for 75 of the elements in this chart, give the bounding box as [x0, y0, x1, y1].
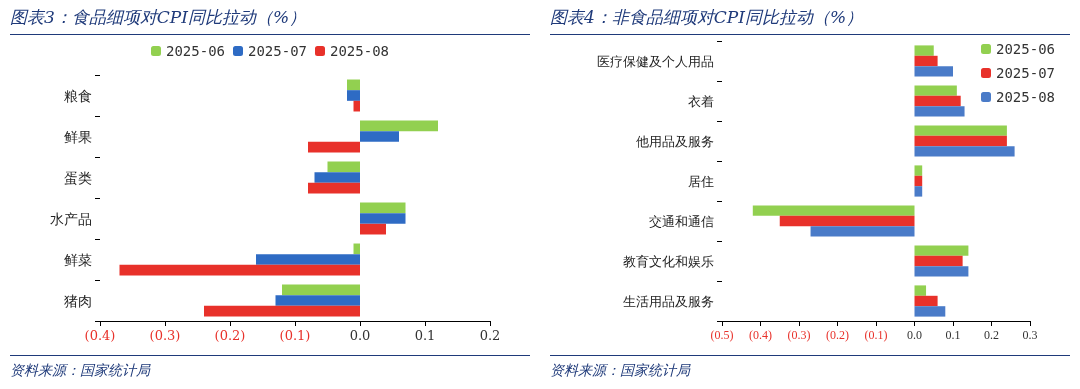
y-tick-label: 猪肉 [64, 292, 92, 309]
bar [914, 165, 923, 176]
bar [327, 161, 360, 173]
chart-title: 图表3：食品细项对CPI同比拉动（%） [10, 0, 530, 35]
x-tick-label: 0.0 [907, 328, 922, 342]
bar [914, 266, 969, 277]
x-tick-label: (0.5) [710, 328, 734, 342]
legend-label: 2025-07 [248, 43, 308, 59]
x-tick-label: 0.1 [414, 328, 436, 343]
y-tick-label: 他用品及服务 [636, 133, 714, 149]
legend-label: 2025-06 [996, 41, 1056, 57]
bar [914, 95, 961, 107]
y-tick-label: 蛋类 [64, 169, 92, 186]
bar [779, 215, 915, 227]
bar [308, 182, 360, 194]
y-tick-label: 鲜果 [64, 128, 92, 145]
bar [360, 223, 386, 235]
bar [914, 45, 934, 56]
x-tick-label: 0.2 [479, 328, 501, 343]
x-tick-label: (0.1) [279, 328, 311, 343]
bar [119, 264, 360, 276]
bar [360, 120, 438, 132]
text: 资料来源：国家统计局 [550, 355, 1070, 384]
x-tick-label: (0.3) [787, 328, 811, 342]
bar [914, 245, 969, 256]
y-tick-label: 衣着 [688, 93, 714, 109]
x-tick-label: 0.1 [945, 328, 961, 342]
bar [256, 254, 360, 265]
bar [308, 141, 360, 153]
x-tick-label: (0.4) [84, 328, 116, 343]
y-tick-label: 教育文化和娱乐 [623, 253, 714, 269]
bar [360, 131, 399, 142]
x-tick-label: (0.3) [149, 328, 181, 343]
legend-label: 2025-08 [996, 89, 1056, 105]
bar [360, 213, 406, 224]
bar [360, 202, 406, 214]
bar [810, 226, 915, 237]
x-tick-label: 0.3 [1022, 328, 1038, 342]
bar [914, 295, 938, 307]
text: 资料来源：国家统计局 [10, 355, 530, 384]
y-tick-label: 生活用品及服务 [623, 293, 714, 309]
bar [752, 205, 915, 216]
x-tick-label: (0.1) [864, 328, 888, 342]
bar [914, 125, 1007, 136]
bar [914, 285, 927, 296]
bar [914, 186, 923, 197]
bar [914, 146, 1015, 157]
bar [914, 106, 965, 117]
bar [204, 305, 360, 317]
x-tick-label: (0.2) [826, 328, 849, 342]
bar [914, 66, 953, 77]
x-tick-label: (0.4) [749, 328, 772, 342]
bar [275, 295, 360, 306]
y-tick-label: 粮食 [64, 87, 92, 104]
bar [347, 79, 360, 91]
bar [282, 284, 360, 296]
bar [914, 255, 963, 267]
chart-title: 图表4：非食品细项对CPI同比拉动（%） [550, 0, 1070, 35]
y-tick-label: 医疗保健及个人用品 [597, 53, 714, 69]
bar [347, 90, 360, 101]
y-tick-label: 鲜菜 [64, 251, 92, 268]
x-tick-label: 0.0 [349, 328, 371, 343]
legend-label: 2025-07 [996, 65, 1056, 81]
x-tick-label: (0.2) [214, 328, 246, 343]
y-tick-label: 居住 [688, 173, 714, 189]
bar [914, 55, 938, 67]
bar [914, 306, 946, 317]
legend-label: 2025-06 [166, 43, 226, 59]
bar [914, 85, 957, 96]
legend-label: 2025-08 [330, 43, 390, 59]
y-tick-label: 水产品 [50, 210, 92, 227]
bar [314, 172, 360, 183]
y-tick-label: 交通和通信 [649, 213, 714, 229]
bar [914, 135, 1007, 147]
x-tick-label: 0.2 [984, 328, 999, 342]
